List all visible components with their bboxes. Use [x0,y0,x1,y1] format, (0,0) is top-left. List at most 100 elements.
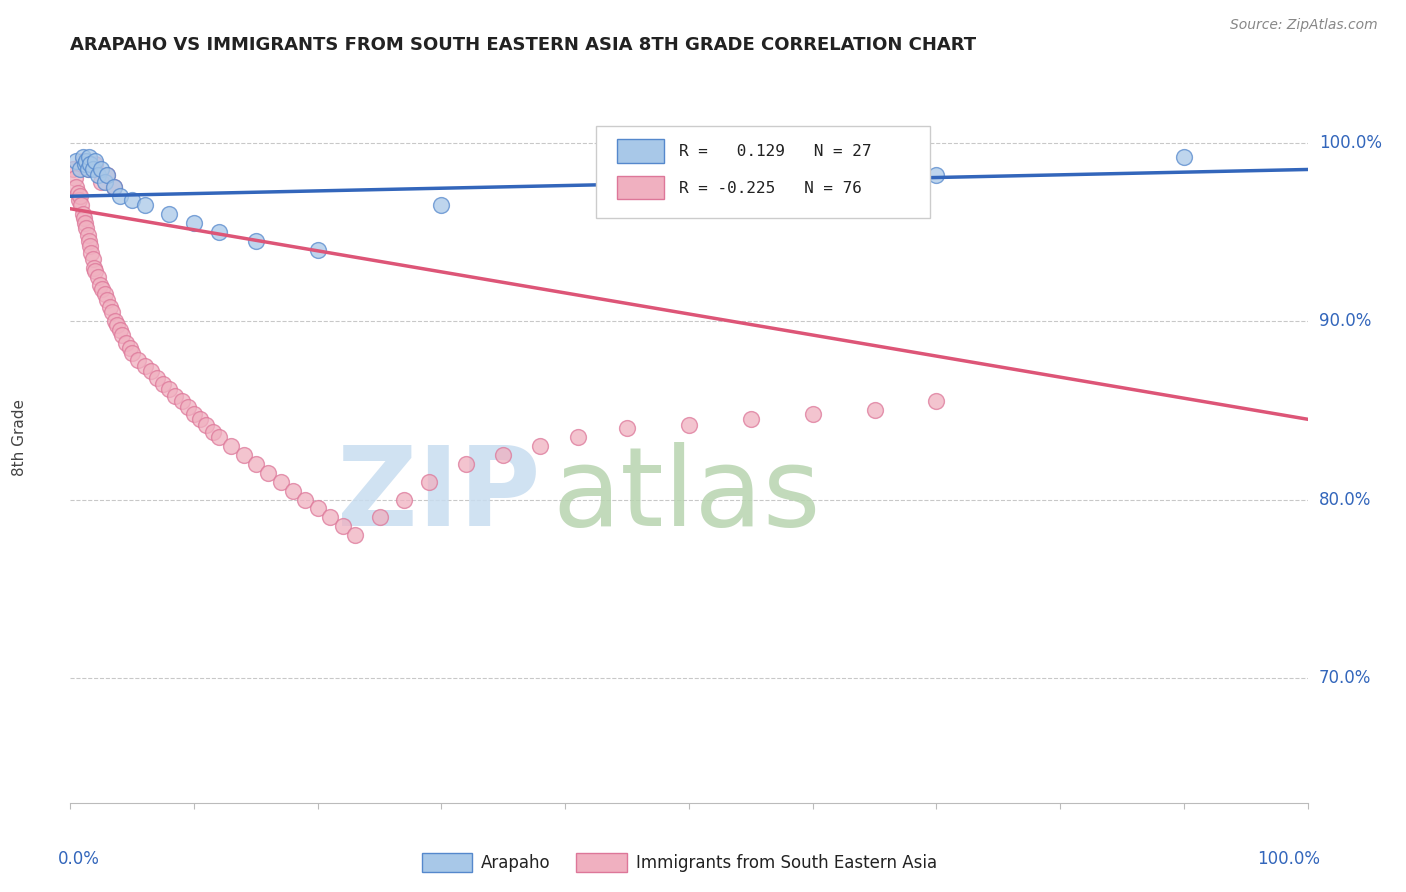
Point [84,157,107,171]
Point [69,189,91,203]
Point [103,180,125,194]
Point [98,300,121,314]
Point [1173,150,1195,164]
Point [245,457,267,471]
Point [368,510,391,524]
Point [69,162,91,177]
Point [165,389,187,403]
Point [183,407,205,421]
Point [418,475,440,489]
Text: Immigrants from South Eastern Asia: Immigrants from South Eastern Asia [636,854,936,871]
Point [208,225,231,239]
FancyBboxPatch shape [596,126,931,218]
Text: ARAPAHO VS IMMIGRANTS FROM SOUTH EASTERN ASIA 8TH GRADE CORRELATION CHART: ARAPAHO VS IMMIGRANTS FROM SOUTH EASTERN… [70,36,976,54]
Point [740,162,762,177]
Point [195,417,218,432]
Point [89,278,111,293]
Point [529,439,551,453]
Point [925,168,948,182]
Point [90,162,112,177]
Point [96,168,118,182]
Point [75,216,97,230]
Text: 70.0%: 70.0% [1319,669,1371,687]
Point [319,510,342,524]
Point [67,193,90,207]
Point [84,264,107,278]
Point [307,243,329,257]
Point [177,400,200,414]
Point [82,162,104,177]
Point [86,269,108,284]
Text: Arapaho: Arapaho [481,854,551,871]
Point [65,171,87,186]
Point [108,189,131,203]
Text: 90.0%: 90.0% [1319,312,1371,330]
Point [152,376,174,391]
Point [66,186,89,200]
Point [232,448,254,462]
Point [270,475,292,489]
Point [170,394,193,409]
Point [394,492,416,507]
Text: 0.0%: 0.0% [58,850,100,868]
Point [430,198,453,212]
Point [77,162,100,177]
Point [616,421,638,435]
Point [79,239,101,253]
Point [208,430,231,444]
Point [307,501,329,516]
Point [104,314,127,328]
Point [332,519,354,533]
Point [801,407,824,421]
Point [456,457,478,471]
Point [72,150,94,164]
Point [75,221,97,235]
Point [111,328,134,343]
Point [343,528,366,542]
FancyBboxPatch shape [617,176,664,199]
Point [257,466,280,480]
Text: Source: ZipAtlas.com: Source: ZipAtlas.com [1230,18,1378,32]
Point [76,228,98,243]
Point [80,246,103,260]
Point [134,359,156,373]
Point [108,323,131,337]
Point [101,305,124,319]
Point [94,175,117,189]
Point [86,168,108,182]
Text: 100.0%: 100.0% [1319,134,1382,152]
Point [294,492,316,507]
Point [70,198,93,212]
Point [127,353,149,368]
Point [219,439,242,453]
Text: R =   0.129   N = 27: R = 0.129 N = 27 [679,145,872,160]
Point [567,430,589,444]
Point [72,153,94,168]
Point [62,162,84,177]
Point [90,175,112,189]
Point [77,150,100,164]
Text: R = -0.225   N = 76: R = -0.225 N = 76 [679,181,862,196]
Point [76,162,98,177]
Point [105,318,128,332]
Point [83,260,105,275]
Point [492,448,515,462]
Point [139,364,162,378]
Point [115,335,138,350]
Point [925,394,948,409]
Point [740,412,762,426]
Point [94,287,117,301]
Point [157,382,180,396]
Text: ZIP: ZIP [337,442,540,549]
Point [84,153,107,168]
Point [82,252,104,266]
Point [73,211,96,225]
Point [91,282,114,296]
Point [96,168,118,182]
Point [79,157,101,171]
Point [103,180,125,194]
Point [75,157,97,171]
Point [65,180,87,194]
Point [77,234,100,248]
Point [863,403,886,417]
